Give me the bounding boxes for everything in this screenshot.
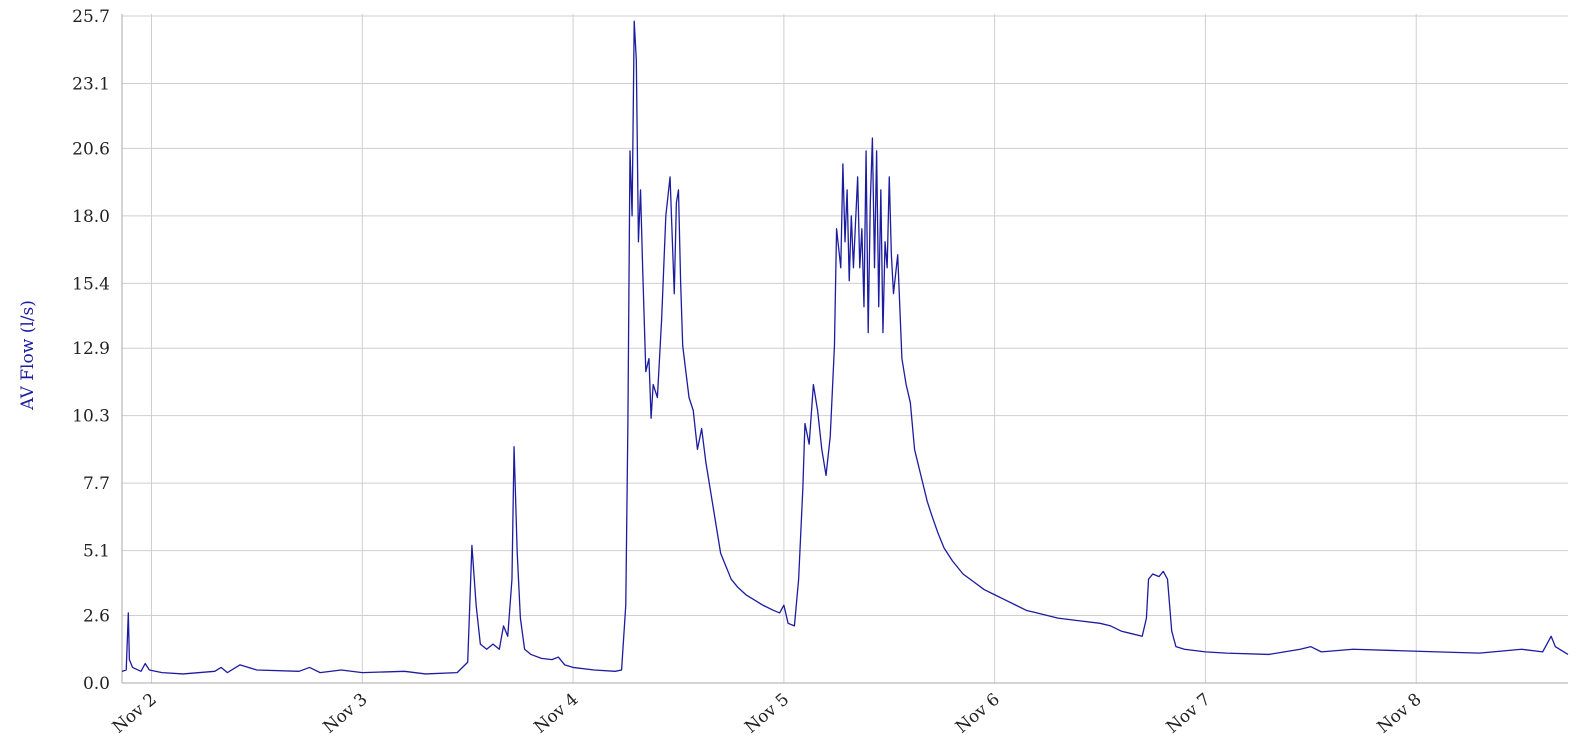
y-tick-label: 7.7	[83, 474, 110, 494]
y-tick-label: 5.1	[83, 542, 110, 562]
x-tick-label: Nov 7	[1163, 690, 1215, 738]
x-tick-label: Nov 2	[109, 690, 161, 738]
y-axis-title: AV Flow (l/s)	[18, 300, 38, 411]
grid	[122, 14, 1568, 684]
y-tick-labels: 0.0 2.6 5.1 7.7 10.3 12.9 15.4 18.0 20.6 23.1 25.7	[72, 7, 110, 694]
x-tick-label: Nov 6	[952, 690, 1004, 738]
x-tick-label: Nov 5	[741, 690, 793, 738]
y-tick-label: 2.6	[83, 607, 110, 627]
axes	[121, 14, 1568, 684]
y-tick-label: 23.1	[72, 74, 110, 94]
series-line-flow	[121, 20, 1569, 675]
x-tick-label: Nov 3	[320, 690, 372, 738]
y-tick-label: 12.9	[72, 339, 110, 359]
y-tick-label: 18.0	[72, 207, 110, 227]
x-tick-labels: Nov 2 Nov 3 Nov 4 Nov 5 Nov 6 Nov 7 Nov 8	[109, 690, 1426, 738]
y-tick-label: 10.3	[72, 407, 110, 427]
x-tick-label: Nov 4	[530, 690, 582, 738]
x-tick-label: Nov 8	[1374, 690, 1426, 738]
y-tick-label: 0.0	[83, 674, 110, 694]
y-tick-label: 20.6	[72, 139, 110, 159]
series	[121, 20, 1569, 675]
y-tick-label: 15.4	[72, 274, 110, 294]
y-tick-label: 25.7	[72, 7, 110, 27]
